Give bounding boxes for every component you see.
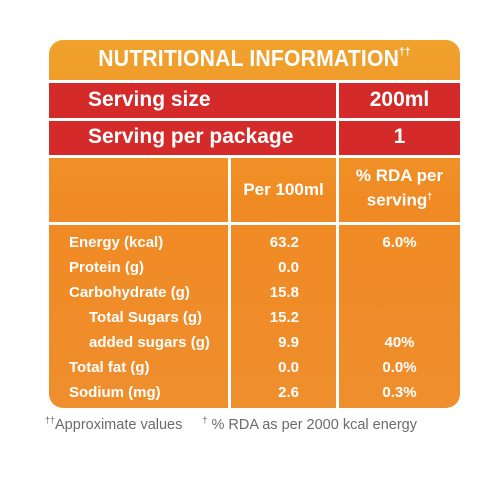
nutrient-rda: 0.0% [382, 359, 417, 376]
divider-col-right [336, 80, 339, 408]
divider-body [49, 222, 460, 225]
nutrient-per100: 15.2 [269, 309, 299, 326]
footnote-mark-approx: †† [45, 415, 56, 425]
servings-per-package-value: 1 [393, 125, 406, 148]
footnote-mark-rda: † [202, 415, 208, 425]
nutrient-per100: 9.9 [278, 334, 299, 351]
column-per-100ml: Per 100ml [243, 180, 324, 199]
nutrient-name: Total Sugars (g) [89, 309, 203, 326]
nutrient-per100: 63.2 [269, 234, 299, 251]
nutrient-per100: 0.0 [278, 259, 299, 276]
nutrient-rda: 6.0% [382, 234, 417, 251]
nutrient-name: Total fat (g) [69, 359, 150, 376]
nutrient-rda: 40% [384, 334, 415, 351]
nutrition-label: NUTRITIONAL INFORMATION†† Serving size 2… [49, 40, 460, 408]
divider-header [49, 155, 460, 158]
nutrient-name: Carbohydrate (g) [69, 284, 190, 301]
serving-size-value: 200ml [369, 88, 430, 111]
column-rda-line2: serving† [339, 186, 460, 211]
label-title-text: NUTRITIONAL INFORMATION [98, 45, 400, 71]
title-footnote-mark: †† [399, 46, 411, 58]
servings-per-package-label: Serving per package [88, 125, 294, 148]
divider-serving [49, 118, 460, 121]
footnote-rda-text: % RDA as per 2000 kcal energy [207, 416, 417, 433]
nutrient-name: Energy (kcal) [69, 234, 164, 251]
column-rda: % RDA per serving† [339, 166, 460, 211]
nutrient-name: Sodium (mg) [69, 384, 161, 401]
column-rda-line2-text: serving [366, 190, 428, 210]
divider-col-left [228, 156, 231, 408]
column-rda-mark: † [427, 191, 433, 201]
label-title: NUTRITIONAL INFORMATION†† [65, 45, 443, 72]
nutrient-per100: 2.6 [278, 384, 299, 401]
nutrient-per100: 0.0 [278, 359, 299, 376]
footnote: ††Approximate values † % RDA as per 2000… [45, 415, 465, 433]
footnote-approx-text: Approximate values [55, 416, 183, 433]
nutrient-name: added sugars (g) [89, 334, 210, 351]
divider-top [49, 80, 460, 83]
nutrient-name: Protein (g) [69, 259, 144, 276]
nutrient-rda: 0.3% [382, 384, 417, 401]
column-rda-line1: % RDA per [355, 166, 444, 185]
nutrient-per100: 15.8 [269, 284, 299, 301]
serving-size-label: Serving size [88, 88, 211, 111]
